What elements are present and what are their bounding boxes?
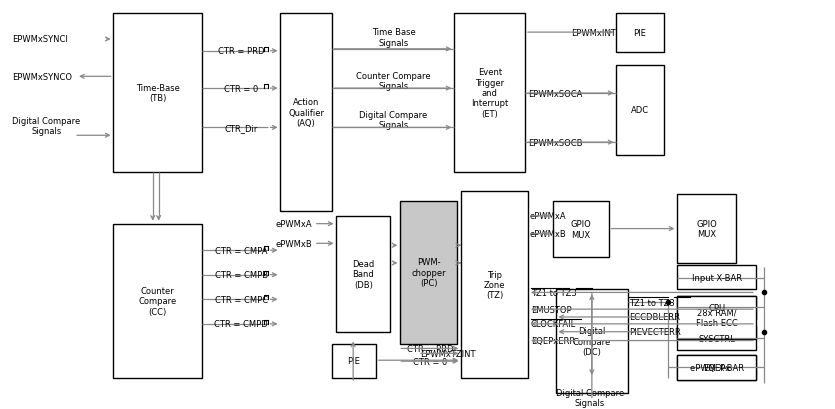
Text: ePWMxA: ePWMxA: [530, 212, 567, 221]
Text: 28x RAM/
Flash ECC: 28x RAM/ Flash ECC: [696, 308, 737, 327]
Bar: [677, 265, 756, 290]
Text: CTR = 0: CTR = 0: [412, 357, 447, 366]
Text: Counter Compare
Signals: Counter Compare Signals: [356, 72, 431, 91]
Text: ECCDBLERR: ECCDBLERR: [630, 313, 681, 322]
Text: CTR = PRD: CTR = PRD: [218, 47, 265, 56]
Bar: [553, 202, 609, 257]
Text: EPWMxSYNCO: EPWMxSYNCO: [13, 73, 73, 82]
Text: EQEPxERR: EQEPxERR: [531, 336, 575, 345]
Bar: [677, 297, 756, 319]
Text: GPIO
MUX: GPIO MUX: [570, 220, 591, 239]
Text: PIE: PIE: [347, 356, 360, 365]
Bar: [114, 14, 202, 172]
Text: CTR = 0: CTR = 0: [224, 84, 258, 93]
Text: Dead
Band
(DB): Dead Band (DB): [352, 259, 375, 289]
Text: Input X-BAR: Input X-BAR: [691, 273, 741, 282]
Text: ePWMxA: ePWMxA: [276, 220, 312, 229]
Text: ePWM X-BAR: ePWM X-BAR: [690, 363, 744, 372]
Bar: [461, 192, 528, 378]
Text: Time-Base
(TB): Time-Base (TB): [136, 83, 180, 103]
Bar: [677, 195, 736, 263]
Bar: [331, 344, 376, 378]
Bar: [677, 326, 756, 351]
Bar: [281, 14, 331, 211]
Bar: [114, 224, 202, 378]
Text: SYSCTRL: SYSCTRL: [698, 334, 735, 343]
Bar: [677, 355, 756, 380]
Text: CTR = CMPA: CTR = CMPA: [215, 246, 267, 255]
Text: CLOCKFAIL: CLOCKFAIL: [531, 319, 576, 328]
Text: TZ1 to TZ3: TZ1 to TZ3: [531, 288, 577, 297]
Text: ADC: ADC: [631, 106, 649, 115]
Bar: [400, 202, 458, 344]
Text: CTR = CMPD: CTR = CMPD: [215, 319, 268, 328]
Text: EQEPx: EQEPx: [703, 363, 731, 372]
Bar: [677, 297, 756, 339]
Text: Action
Qualifier
(AQ): Action Qualifier (AQ): [288, 98, 324, 128]
Text: Counter
Compare
(CC): Counter Compare (CC): [139, 286, 177, 316]
Bar: [555, 290, 628, 393]
Text: PIEVECTERR: PIEVECTERR: [630, 328, 681, 337]
Text: Digital Compare
Signals: Digital Compare Signals: [556, 388, 624, 407]
Text: EPWMxINT: EPWMxINT: [571, 29, 616, 38]
Text: Event
Trigger
and
Interrupt
(ET): Event Trigger and Interrupt (ET): [471, 68, 509, 119]
Text: CTR = CMPB: CTR = CMPB: [215, 271, 268, 280]
Text: CTR = PRD: CTR = PRD: [407, 344, 453, 353]
Text: CTR = CMPC: CTR = CMPC: [215, 295, 268, 304]
Bar: [677, 355, 756, 380]
Text: PWM-
chopper
(PC): PWM- chopper (PC): [412, 258, 446, 288]
Bar: [616, 65, 664, 155]
Text: PIE: PIE: [634, 29, 646, 38]
Text: EPWMxSOCA: EPWMxSOCA: [528, 89, 582, 98]
Bar: [454, 14, 525, 172]
Text: CPU: CPU: [708, 303, 725, 312]
Bar: [616, 14, 664, 53]
Text: ePWMxB: ePWMxB: [276, 239, 312, 248]
Text: EPWMxTZINT: EPWMxTZINT: [420, 349, 475, 358]
Text: ePWMxB: ePWMxB: [530, 229, 567, 238]
Text: Time Base
Signals: Time Base Signals: [372, 28, 415, 47]
Text: GPIO
MUX: GPIO MUX: [696, 219, 717, 239]
Text: Digital Compare
Signals: Digital Compare Signals: [359, 110, 428, 130]
Text: EPWMxSYNCI: EPWMxSYNCI: [13, 36, 68, 45]
Text: Digital
Compare
(DC): Digital Compare (DC): [573, 326, 611, 356]
Bar: [337, 216, 391, 332]
Text: CTR_Dir: CTR_Dir: [225, 124, 258, 133]
Text: Trip
Zone
(TZ): Trip Zone (TZ): [483, 270, 505, 300]
Text: EMUSTOP: EMUSTOP: [531, 305, 572, 314]
Text: TZ1 to TZ3: TZ1 to TZ3: [630, 298, 675, 307]
Text: Digital Compare
Signals: Digital Compare Signals: [13, 117, 80, 136]
Text: EPWMxSOCB: EPWMxSOCB: [528, 138, 583, 147]
